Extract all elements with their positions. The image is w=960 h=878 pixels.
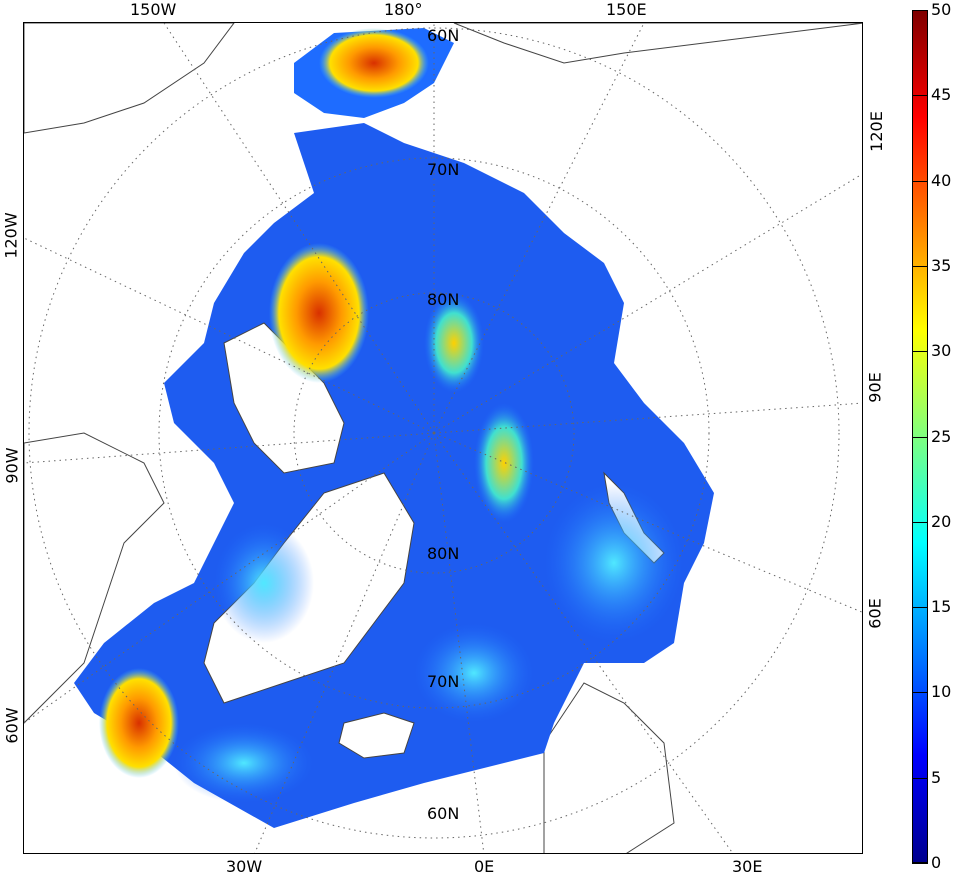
lon-label-bottom-30e: 30E — [732, 857, 763, 876]
colorbar-tick-mark — [912, 778, 928, 779]
lon-label-top-150e: 150E — [606, 0, 647, 19]
colorbar-tick-label: 45 — [931, 85, 952, 104]
lon-label-left-120w: 120W — [1, 212, 21, 259]
lat-label-upper-60n: 60N — [427, 26, 459, 45]
colorbar-tick-label: 35 — [931, 256, 952, 275]
colorbar-tick-mark — [912, 266, 928, 267]
lat-label-lower-60n: 60N — [427, 804, 459, 823]
meridian-120e — [433, 173, 862, 434]
lon-label-right-90e: 90E — [865, 372, 885, 403]
colorbar-tick-label: 10 — [931, 682, 952, 701]
hotspots — [99, 28, 684, 803]
colorbar-tick-label: 15 — [931, 597, 952, 616]
colorbar-tick-label: 30 — [931, 341, 952, 360]
lat-label-upper-80n: 80N — [427, 290, 459, 309]
graticule — [24, 23, 862, 853]
colorbar-tick-label: 20 — [931, 512, 952, 531]
meridian-30e — [433, 432, 734, 853]
lat-label-lower-70n: 70N — [427, 672, 459, 691]
colorbar-tick-mark — [912, 95, 928, 96]
map-frame: 60N 70N 80N 80N 70N 60N — [23, 22, 863, 854]
lon-label-right-60e: 60E — [865, 598, 885, 629]
scandinavia-land — [543, 682, 675, 853]
map-canvas: 60N 70N 80N 80N 70N 60N — [24, 23, 862, 853]
latitude-labels: 60N 70N 80N 80N 70N 60N — [427, 26, 459, 823]
colorbar-tick-label: 40 — [931, 171, 952, 190]
colorbar-tick-label: 50 — [931, 0, 952, 19]
alaska-land — [24, 23, 235, 134]
iceland-land — [338, 712, 415, 759]
lon-label-left-60w: 60W — [2, 707, 22, 744]
colorbar-tick-mark — [912, 607, 928, 608]
lat-label-lower-80n: 80N — [427, 544, 459, 563]
colorbar-tick-mark — [912, 351, 928, 352]
meridian-60e — [433, 432, 862, 613]
colorbar-tick-label: 25 — [931, 427, 952, 446]
meridian-90e — [433, 402, 862, 434]
colorbar-tick-mark — [912, 692, 928, 693]
colorbar-tick-label: 0 — [931, 853, 942, 872]
lat-circle-70 — [158, 157, 710, 709]
lon-label-left-90w: 90W — [2, 447, 22, 484]
land-outlines — [24, 23, 862, 853]
lat-circle-80 — [293, 292, 575, 574]
colorbar-tick-mark — [912, 437, 928, 438]
colorbar-tick-mark — [912, 522, 928, 523]
siberia-land — [453, 23, 862, 64]
lat-label-upper-70n: 70N — [427, 160, 459, 179]
colorbar-tick-label: 5 — [931, 768, 942, 787]
meridian-60w — [24, 432, 435, 724]
lon-label-bottom-30w: 30W — [226, 857, 263, 876]
lon-label-right-120e: 120E — [866, 111, 886, 152]
lon-label-top-180: 180° — [384, 0, 423, 19]
colorbar-tick-mark — [912, 10, 928, 11]
lat-circle-60 — [28, 27, 840, 839]
lon-label-bottom-0e: 0E — [474, 857, 495, 876]
lon-label-top-150w: 150W — [130, 0, 177, 19]
canada-land — [24, 432, 165, 724]
colorbar-tick-mark — [912, 863, 928, 864]
colorbar-tick-mark — [912, 181, 928, 182]
